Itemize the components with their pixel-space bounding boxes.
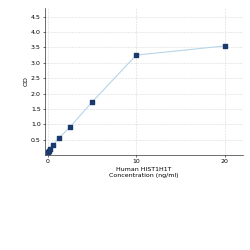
X-axis label: Human HIST1H1T
Concentration (ng/ml): Human HIST1H1T Concentration (ng/ml) <box>109 167 178 178</box>
Y-axis label: OD: OD <box>23 76 28 86</box>
Point <box>57 136 61 140</box>
Point <box>47 149 51 153</box>
Point <box>46 150 50 154</box>
Point <box>68 125 72 129</box>
Point <box>51 143 55 147</box>
Point <box>223 44 227 48</box>
Point <box>48 147 52 151</box>
Point <box>134 53 138 57</box>
Point <box>90 100 94 104</box>
